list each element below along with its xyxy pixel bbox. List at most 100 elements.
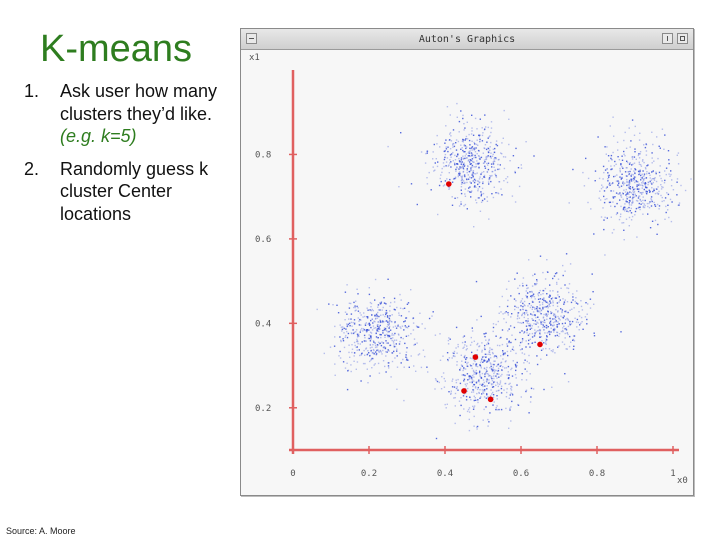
x-tick-label: 0 (290, 469, 295, 479)
data-point (576, 318, 579, 321)
data-point (492, 368, 495, 370)
data-point (631, 186, 634, 188)
data-point (610, 158, 613, 161)
data-point (354, 322, 356, 324)
data-point (474, 173, 477, 175)
data-point (562, 327, 564, 329)
data-point (606, 217, 608, 219)
data-point (495, 143, 497, 146)
data-point (497, 192, 499, 194)
data-point (469, 159, 471, 161)
data-point (497, 385, 499, 388)
data-point (608, 201, 611, 204)
data-point (475, 372, 477, 375)
data-point (460, 179, 463, 182)
data-point (380, 302, 382, 304)
data-point (375, 332, 377, 334)
data-point (470, 182, 472, 184)
data-point (526, 360, 528, 363)
data-point (486, 378, 488, 380)
data-point (451, 380, 453, 382)
data-point (430, 189, 432, 191)
data-point (630, 204, 633, 206)
data-point (487, 418, 489, 421)
data-point (471, 114, 473, 116)
data-point (475, 365, 477, 367)
data-point (479, 389, 481, 391)
data-point (375, 336, 378, 338)
data-point (450, 166, 452, 168)
window-titlebar[interactable]: Auton's Graphics (241, 29, 693, 50)
data-point (556, 272, 558, 274)
data-point (628, 183, 630, 186)
data-point (555, 309, 557, 311)
maximize-button[interactable] (677, 33, 688, 44)
data-point (531, 290, 533, 293)
data-point (667, 193, 670, 196)
data-point (558, 301, 560, 303)
data-point (340, 339, 342, 342)
data-point (507, 371, 509, 373)
data-point (417, 326, 420, 328)
data-point (572, 338, 575, 341)
data-point (483, 360, 485, 362)
data-point (462, 170, 465, 173)
data-point (490, 375, 493, 378)
data-point (484, 353, 487, 355)
data-point (506, 176, 509, 178)
x-tick-label: 1 (670, 469, 675, 479)
data-point (472, 405, 474, 408)
data-point (538, 329, 540, 332)
data-point (537, 298, 540, 300)
data-point (452, 378, 454, 380)
data-point (480, 360, 483, 362)
data-point (653, 160, 655, 162)
data-point (369, 309, 371, 311)
data-point (475, 280, 478, 283)
data-point (472, 374, 474, 377)
data-point (465, 138, 467, 140)
data-point (357, 343, 359, 345)
data-point (570, 341, 572, 343)
data-point (389, 315, 391, 317)
data-point (460, 148, 462, 150)
data-point (537, 307, 539, 309)
data-point (473, 425, 475, 427)
data-point (553, 329, 555, 331)
data-point (540, 309, 542, 311)
data-point (491, 393, 493, 395)
data-point (637, 195, 640, 198)
data-point (572, 293, 574, 295)
data-point (467, 178, 470, 180)
data-point (655, 180, 658, 183)
data-point (625, 208, 627, 210)
data-point (638, 163, 641, 165)
data-point (360, 353, 363, 355)
data-point (627, 184, 629, 186)
data-point (487, 155, 489, 157)
data-point (476, 349, 479, 351)
minimize-button[interactable] (662, 33, 673, 44)
data-point (487, 147, 490, 150)
data-point (578, 311, 580, 313)
data-point (343, 346, 346, 349)
data-point (469, 186, 471, 188)
data-point (553, 314, 555, 316)
data-point (483, 367, 486, 370)
data-point (438, 184, 441, 187)
data-point (554, 335, 557, 337)
data-point (406, 357, 408, 359)
data-point (638, 183, 640, 185)
data-point (405, 335, 408, 337)
data-point (542, 289, 544, 292)
data-point (494, 369, 496, 371)
data-point (602, 178, 604, 180)
data-point (488, 374, 491, 377)
data-point (502, 313, 504, 315)
data-point (487, 162, 490, 164)
window-menu-button[interactable] (246, 33, 257, 44)
data-point (525, 320, 527, 322)
data-point (495, 369, 497, 372)
data-point (451, 386, 454, 388)
data-point (492, 330, 494, 333)
